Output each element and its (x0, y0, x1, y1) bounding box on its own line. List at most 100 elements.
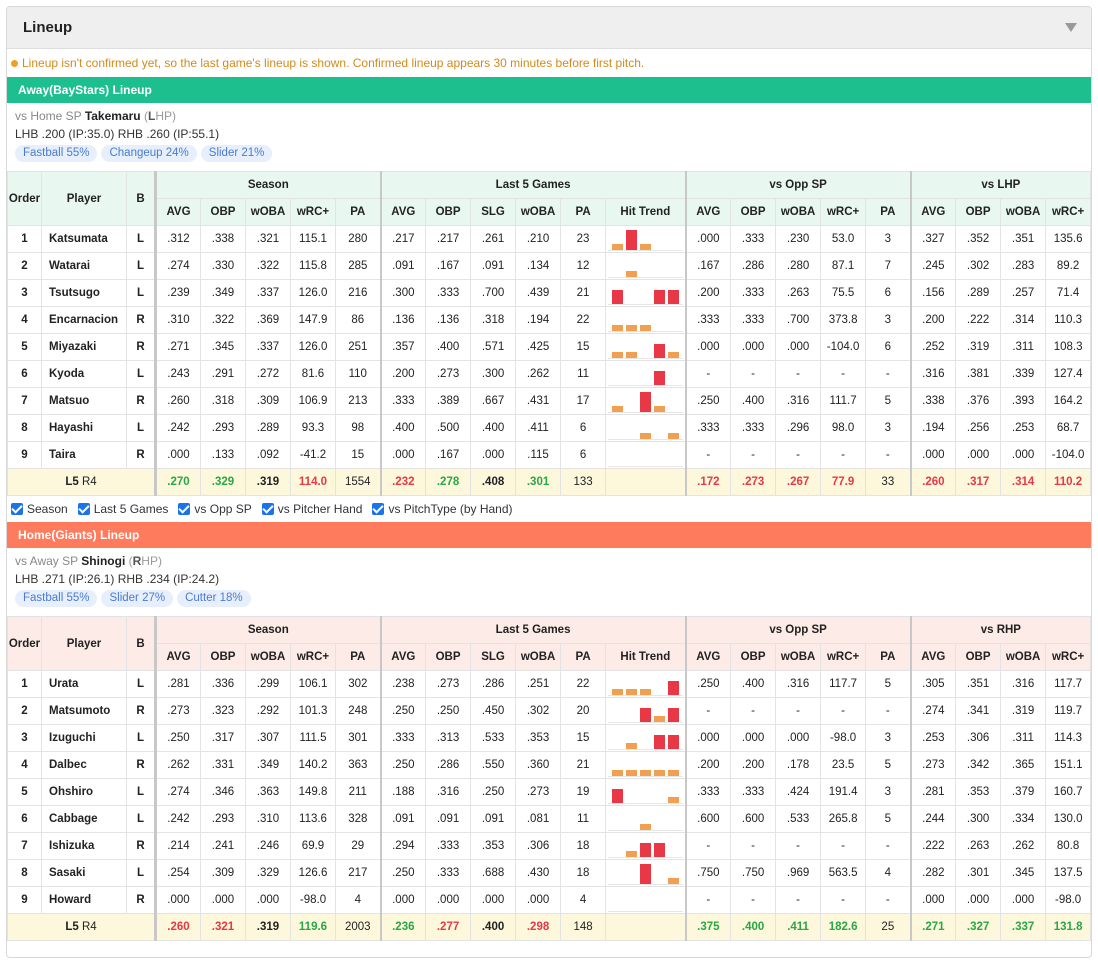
season-stat: 217 (334, 859, 382, 887)
vs-opp-sp-stat: .250 (684, 670, 732, 698)
checkbox-checked-icon[interactable] (77, 503, 90, 515)
vs-hand-stat: .257 (1000, 279, 1047, 307)
last5-stat: .425 (515, 333, 562, 361)
player-name[interactable]: Tsutsugo (41, 279, 127, 307)
table-row[interactable]: 1 Katsumata L .312.338.321 115.1 280.217.217.… (7, 225, 1091, 253)
vs-hand-stat: .000 (909, 886, 957, 914)
hit-trend-bar (667, 351, 679, 358)
vs-opp-sp-stat: 98.0 (820, 414, 867, 442)
table-row[interactable]: 8 Sasaki L .254.309.329 126.6 217.250.333.688… (7, 859, 1091, 887)
last5-stat: .430 (515, 859, 562, 887)
last5-stat: .250 (470, 778, 517, 806)
table-row[interactable]: 1 Urata L .281.336.299 106.1 302.238.273.286.… (7, 670, 1091, 698)
table-row[interactable]: 6 Kyoda L .243.291.272 81.6 110.200.273.300.2… (7, 360, 1091, 388)
last5-stat: .210 (515, 225, 562, 253)
filter-checkbox[interactable]: Season (11, 502, 68, 516)
last5-stat: 23 (560, 225, 607, 253)
player-name[interactable]: Ishizuka (41, 832, 127, 860)
table-row[interactable]: 4 Dalbec R .262.331.349 140.2 363.250.286.550… (7, 751, 1091, 779)
season-stat: 110 (334, 360, 382, 388)
vs-opp-sp-stat: - (820, 441, 867, 469)
filter-checkbox[interactable]: Last 5 Games (77, 502, 168, 516)
column-header: wOBA (1000, 198, 1047, 226)
player-name[interactable]: Watarai (41, 252, 127, 280)
player-name[interactable]: Matsuo (41, 387, 127, 415)
checkbox-checked-icon[interactable] (261, 503, 274, 515)
vs-hand-stat: .342 (955, 751, 1002, 779)
table-row[interactable]: 9 Howard R .000.000.000 -98.0 4.000.000.000.0… (7, 886, 1091, 914)
vs-hand-stat: 71.4 (1045, 279, 1091, 307)
season-stat: .272 (245, 360, 291, 388)
panel-header[interactable]: Lineup (7, 7, 1091, 49)
season-stat: .310 (245, 805, 291, 833)
player-name[interactable]: Izuguchi (41, 724, 127, 752)
hit-trend-cell (605, 360, 687, 388)
player-name[interactable]: Katsumata (41, 225, 127, 253)
player-name[interactable]: Kyoda (41, 360, 127, 388)
hit-trend-cell (605, 697, 687, 725)
home-lineup-bar: Home(Giants) Lineup (7, 522, 1091, 548)
player-name[interactable]: Ohshiro (41, 778, 127, 806)
table-row[interactable]: 5 Miyazaki R .271.345.337 126.0 251.357.400.5… (7, 333, 1091, 361)
hit-trend-cell (605, 886, 687, 914)
table-row[interactable]: 9 Taira R .000.133.092 -41.2 15.000.167.000.1… (7, 441, 1091, 469)
vs-hand-stat: 137.5 (1045, 859, 1091, 887)
table-row[interactable]: 4 Encarnacion R .310.322.369 147.9 86.136.136… (7, 306, 1091, 334)
hit-trend-bar (639, 707, 651, 722)
table-row[interactable]: 7 Matsuo R .260.318.309 106.9 213.333.389.667… (7, 387, 1091, 415)
last5-stat: .550 (470, 751, 517, 779)
hit-trend-bar (639, 769, 651, 776)
summary-season-stat: .260 (155, 913, 201, 941)
bats-hand: R (126, 751, 157, 779)
away-lineup-bar: Away(BayStars) Lineup (7, 77, 1091, 103)
player-name[interactable]: Sasaki (41, 859, 127, 887)
last5-stat: .500 (425, 414, 472, 442)
vs-hand-stat: .319 (955, 333, 1002, 361)
player-name[interactable]: Miyazaki (41, 333, 127, 361)
notice-text: Lineup isn't confirmed yet, so the last … (22, 56, 645, 70)
checkbox-checked-icon[interactable] (11, 503, 23, 515)
home-lineup-title: Home(Giants) Lineup (18, 528, 140, 542)
filter-checkbox[interactable]: vs PitchType (by Hand) (372, 502, 513, 516)
player-name[interactable]: Cabbage (41, 805, 127, 833)
hit-trend-chart (608, 228, 683, 251)
player-name[interactable]: Matsumoto (41, 697, 127, 725)
table-row[interactable]: 5 Ohshiro L .274.346.363 149.8 211.188.316.25… (7, 778, 1091, 806)
filter-checkbox[interactable]: vs Opp SP (178, 502, 252, 516)
checkbox-checked-icon[interactable] (178, 503, 191, 515)
bats-hand: L (126, 360, 157, 388)
table-row[interactable]: 3 Izuguchi L .250.317.307 111.5 301.333.313.5… (7, 724, 1091, 752)
summary-vs-opp-sp-stat: .375 (684, 913, 732, 941)
player-name[interactable]: Hayashi (41, 414, 127, 442)
away-pitch-chips: Fastball 55% Changeup 24% Slider 21% (15, 145, 1091, 162)
column-header: OBP (200, 643, 246, 671)
season-stat: -98.0 (290, 886, 336, 914)
checkbox-checked-icon[interactable] (372, 503, 385, 515)
player-name[interactable]: Urata (41, 670, 127, 698)
season-stat: 15 (334, 441, 382, 469)
table-row[interactable]: 2 Watarai L .274.330.322 115.8 285.091.167.09… (7, 252, 1091, 280)
player-name[interactable]: Howard (41, 886, 127, 914)
vs-opp-sp-stat: 373.8 (820, 306, 867, 334)
hit-trend-chart (608, 309, 683, 332)
collapse-chevron-icon[interactable] (1065, 23, 1077, 32)
table-row[interactable]: 3 Tsutsugo L .239.349.337 126.0 216.300.333.7… (7, 279, 1091, 307)
hit-trend-chart (608, 808, 683, 831)
season-stat: .292 (245, 697, 291, 725)
player-name[interactable]: Encarnacion (41, 306, 127, 334)
table-row[interactable]: 7 Ishizuka R .214.241.246 69.9 29.294.333.353… (7, 832, 1091, 860)
header-row-columns: AVG OBP wOBA wRC+ PA AVG OBP SLG wOBA PA Hit Trend… (8, 643, 1091, 671)
hit-trend-cell (605, 333, 687, 361)
filter-checkbox[interactable]: vs Pitcher Hand (261, 502, 362, 516)
column-header: OBP (955, 643, 1002, 671)
home-table-wrap[interactable]: Order Player B Season Last 5 Games vs Opp SP v… (7, 616, 1091, 941)
player-name[interactable]: Dalbec (41, 751, 127, 779)
table-row[interactable]: 6 Cabbage L .242.293.310 113.6 328.091.091.09… (7, 805, 1091, 833)
table-row[interactable]: 8 Hayashi L .242.293.289 93.3 98.400.500.400.… (7, 414, 1091, 442)
away-table-wrap[interactable]: Order Player B Season Last 5 Games vs Opp SP v… (7, 171, 1091, 496)
hit-trend-bar (639, 324, 651, 331)
table-row[interactable]: 2 Matsumoto R .273.323.292 101.3 248.250.250.… (7, 697, 1091, 725)
player-name[interactable]: Taira (41, 441, 127, 469)
hit-trend-cell (605, 859, 687, 887)
vs-hand-stat: .000 (955, 886, 1002, 914)
